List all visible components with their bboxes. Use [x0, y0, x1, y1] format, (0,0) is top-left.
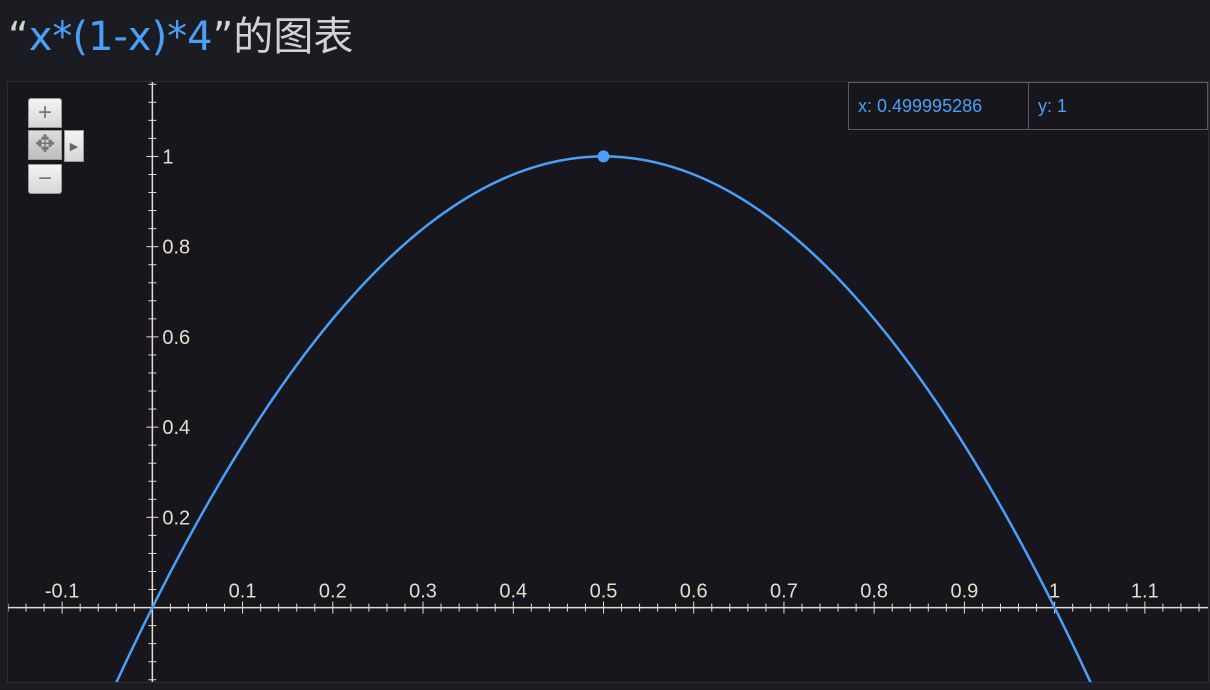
x-tick-label: 0.3 [409, 581, 437, 603]
title-expression: x*(1-x)*4 [28, 14, 213, 60]
hover-point [597, 150, 610, 163]
x-tick-label: 1 [1049, 581, 1060, 603]
y-tick-label: 0.8 [162, 237, 190, 259]
zoom-out-button[interactable]: − minus-icon [28, 164, 62, 194]
x-tick-label: 0.7 [770, 581, 798, 603]
title-close-quote: ” [212, 14, 234, 60]
coordinate-readout: x: 0.499995286 y: 1 [848, 82, 1208, 130]
readout-y: y: 1 [1038, 95, 1068, 116]
x-tick-label: 0.6 [680, 581, 708, 603]
triangle-right-icon: ▶ [69, 140, 79, 153]
plus-icon: + [37, 99, 52, 126]
plot-area[interactable]: -0.1 0.1 0.2 0.3 0.4 0.5 0.6 0.7 0.8 0.9 1 1.1 0.2 0.… [7, 81, 1209, 683]
x-tick-label: -0.1 [45, 581, 79, 603]
y-tick-label: 0.6 [162, 327, 190, 349]
title-open-quote: “ [8, 14, 29, 60]
move-icon: ✥ [34, 131, 56, 158]
page-title: “x*(1-x)*4”的图表 [8, 6, 353, 68]
x-tick-label: 0.5 [590, 581, 618, 603]
readout-x: x: 0.499995286 [849, 83, 1029, 129]
x-tick-label: 0.9 [950, 581, 978, 603]
pan-button[interactable]: ✥ move-icon [28, 130, 62, 160]
minus-icon: − [37, 165, 52, 192]
title-suffix: 的图表 [233, 14, 354, 60]
x-tick-label: 0.4 [499, 581, 527, 603]
y-tick-label: 1 [162, 146, 173, 168]
x-tick-label: 0.1 [229, 581, 257, 603]
x-tick-label: 1.1 [1131, 581, 1159, 603]
x-tick-label: 0.2 [319, 581, 347, 603]
y-tick-label: 0.2 [162, 507, 190, 529]
x-tick-label: 0.8 [860, 581, 888, 603]
function-graph[interactable]: -0.1 0.1 0.2 0.3 0.4 0.5 0.6 0.7 0.8 0.9 1 1.1 0.2 0.… [8, 82, 1208, 682]
expand-pan-button[interactable]: ▶ triangle-right-icon [64, 130, 84, 162]
y-tick-label: 0.4 [162, 417, 190, 439]
zoom-in-button[interactable]: + plus-icon [28, 98, 62, 128]
